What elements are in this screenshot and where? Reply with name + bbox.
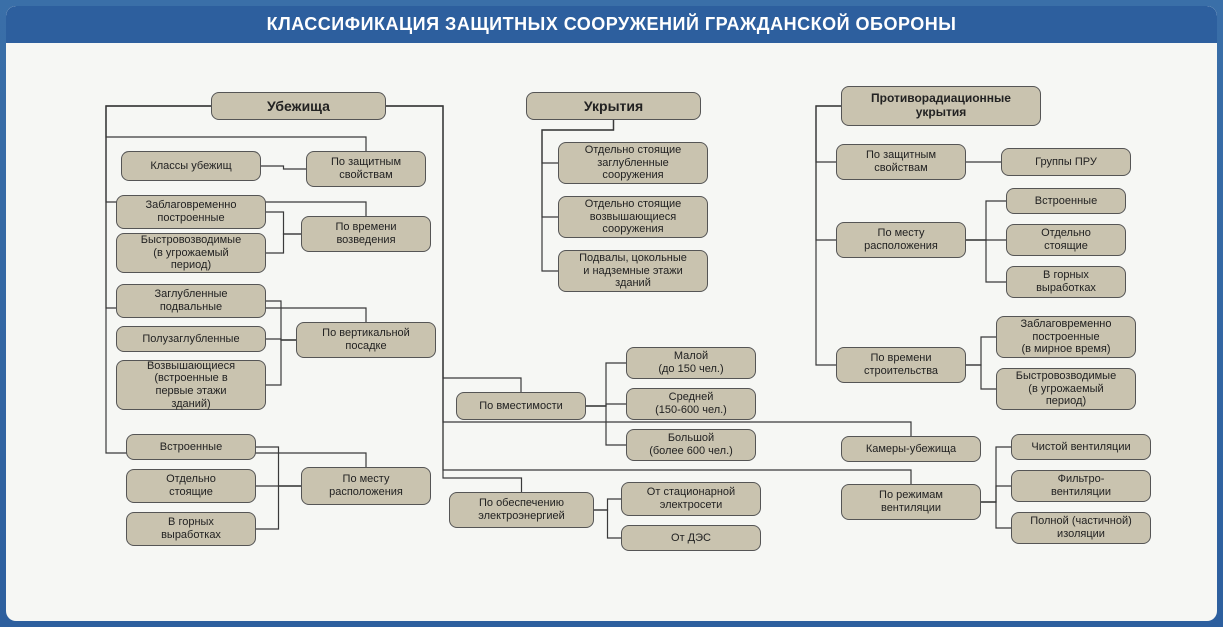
node-ub_prot: По защитным свойствам: [306, 151, 426, 187]
node-pru_built_in: Встроенные: [1006, 188, 1126, 214]
node-ub_mines: В горных выработках: [126, 512, 256, 546]
node-uk_basement: Подвалы, цокольные и надземные этажи зда…: [558, 250, 708, 292]
node-ub_place: По месту расположения: [301, 467, 431, 505]
node-ub_power: По обеспечению электроэнергией: [449, 492, 594, 528]
node-pru_fastbuild: Быстровозводимые (в угрожаемый период): [996, 368, 1136, 410]
node-pow_grid: От стационарной электросети: [621, 482, 761, 516]
node-uk_stand_deep: Отдельно стоящие заглубленные сооружения: [558, 142, 708, 184]
node-ub_capacity: По вместимости: [456, 392, 586, 420]
node-ub_prebuilt: Заблаговременно построенные: [116, 195, 266, 229]
node-ub_built_in: Встроенные: [126, 434, 256, 460]
node-ub_standalone: Отдельно стоящие: [126, 469, 256, 503]
node-ub_deep: Заглубленные подвальные: [116, 284, 266, 318]
node-pru_time: По времени строительства: [836, 347, 966, 383]
node-vent_isol: Полной (частичной) изоляции: [1011, 512, 1151, 544]
node-layer: Убежища Укрытия Противорадиационные укрыти…: [6, 44, 1217, 621]
node-uk_header: Укрытия: [526, 92, 701, 120]
node-pow_des: От ДЭС: [621, 525, 761, 551]
node-vent_filter: Фильтро- вентиляции: [1011, 470, 1151, 502]
node-vent_clean: Чистой вентиляции: [1011, 434, 1151, 460]
node-pru_prot: По защитным свойствам: [836, 144, 966, 180]
node-pru_prebuilt: Заблаговременно построенные (в мирное вр…: [996, 316, 1136, 358]
node-cap_small: Малой (до 150 чел.): [626, 347, 756, 379]
diagram-area: Убежища Укрытия Противорадиационные укрыти…: [6, 44, 1217, 621]
node-ub_time: По времени возведения: [301, 216, 431, 252]
outer-frame: КЛАССИФИКАЦИЯ ЗАЩИТНЫХ СООРУЖЕНИЙ ГРАЖДА…: [0, 0, 1223, 627]
node-ub_classes: Классы убежищ: [121, 151, 261, 181]
node-pru_standalone: Отдельно стоящие: [1006, 224, 1126, 256]
node-ub_header: Убежища: [211, 92, 386, 120]
page-title: КЛАССИФИКАЦИЯ ЗАЩИТНЫХ СООРУЖЕНИЙ ГРАЖДА…: [6, 6, 1217, 43]
node-pru_place: По месту расположения: [836, 222, 966, 258]
node-pru_groups: Группы ПРУ: [1001, 148, 1131, 176]
node-uk_stand_raised: Отдельно стоящие возвышающиеся сооружени…: [558, 196, 708, 238]
node-ext_vent_modes: По режимам вентиляции: [841, 484, 981, 520]
node-ub_vert: По вертикальной посадке: [296, 322, 436, 358]
node-cap_med: Средней (150-600 чел.): [626, 388, 756, 420]
node-ub_semi: Полузаглубленные: [116, 326, 266, 352]
node-ub_raised: Возвышающиеся (встроенные в первые этажи…: [116, 360, 266, 410]
node-pru_mines: В горных выработках: [1006, 266, 1126, 298]
node-cap_large: Большой (более 600 чел.): [626, 429, 756, 461]
inner-panel: КЛАССИФИКАЦИЯ ЗАЩИТНЫХ СООРУЖЕНИЙ ГРАЖДА…: [6, 6, 1217, 621]
node-pru_header: Противорадиационные укрытия: [841, 86, 1041, 126]
node-ext_camera: Камеры-убежища: [841, 436, 981, 462]
node-ub_fastbuild: Быстровозводимые (в угрожаемый период): [116, 233, 266, 273]
